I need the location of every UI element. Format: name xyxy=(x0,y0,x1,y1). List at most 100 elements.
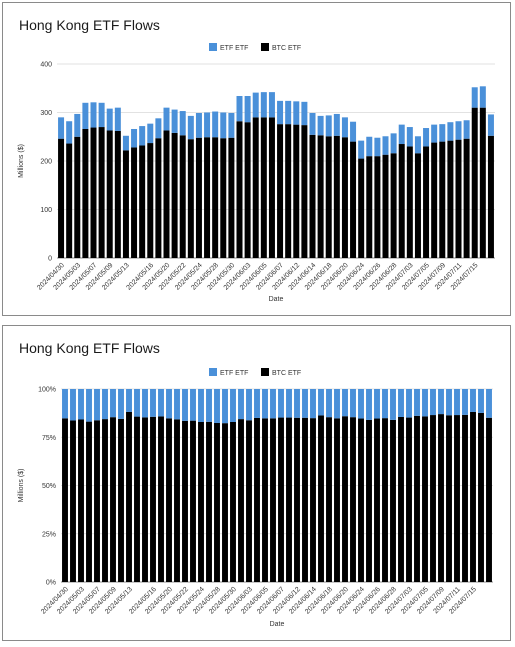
bar-etf-etf xyxy=(471,87,478,108)
bar-btc-etf xyxy=(206,421,212,582)
bar-etf-etf xyxy=(166,389,172,419)
bar-etf-etf xyxy=(350,121,357,142)
bar-btc-etf xyxy=(126,411,132,582)
bar-etf-etf xyxy=(182,389,188,421)
bar-etf-etf xyxy=(206,389,212,422)
bar-btc-etf xyxy=(195,137,202,258)
bar-btc-etf xyxy=(358,418,364,582)
bar-etf-etf xyxy=(406,127,413,147)
bar-etf-etf xyxy=(139,126,146,146)
bar-btc-etf xyxy=(478,412,484,582)
bar-etf-etf xyxy=(270,389,276,419)
bar-btc-etf xyxy=(212,137,219,258)
legend-swatch xyxy=(261,368,269,376)
bar-btc-etf xyxy=(246,420,252,582)
bar-btc-etf xyxy=(447,140,454,258)
bar-btc-etf xyxy=(439,141,446,258)
x-axis-title: Date xyxy=(269,296,284,303)
bar-btc-etf xyxy=(309,134,316,258)
bar-etf-etf xyxy=(131,128,138,148)
bar-btc-etf xyxy=(155,138,162,258)
bar-etf-etf xyxy=(350,389,356,418)
bar-etf-etf xyxy=(455,121,462,140)
bar-btc-etf xyxy=(158,416,164,582)
bar-btc-etf xyxy=(487,135,494,258)
chart-title: Hong Kong ETF Flows xyxy=(19,17,160,33)
bar-etf-etf xyxy=(487,114,494,136)
bar-btc-etf xyxy=(293,124,300,258)
bar-btc-etf xyxy=(134,416,140,582)
bar-etf-etf xyxy=(118,389,124,419)
bar-etf-etf xyxy=(439,124,446,142)
bar-etf-etf xyxy=(406,389,412,418)
percent-flows-chart: 0%25%50%75%100%2024/04/302024/05/032024/… xyxy=(18,368,493,628)
bar-btc-etf xyxy=(366,419,372,582)
bar-etf-etf xyxy=(374,389,380,419)
bar-etf-etf xyxy=(114,107,121,131)
bar-btc-etf xyxy=(310,418,316,582)
bar-btc-etf xyxy=(430,415,436,582)
bar-btc-etf xyxy=(358,158,365,258)
legend: ETF ETF BTC ETF xyxy=(209,43,301,52)
y-tick-label: 25% xyxy=(42,531,56,538)
bar-etf-etf xyxy=(142,389,148,418)
bar-btc-etf xyxy=(414,415,420,582)
bar-btc-etf xyxy=(382,418,388,582)
bar-btc-etf xyxy=(174,419,180,582)
bar-btc-etf xyxy=(462,414,468,582)
bar-etf-etf xyxy=(486,389,492,418)
bar-etf-etf xyxy=(195,112,202,138)
bar-etf-etf xyxy=(86,389,92,422)
bar-etf-etf xyxy=(423,128,430,147)
bar-btc-etf xyxy=(252,117,259,258)
bar-btc-etf xyxy=(317,135,324,258)
y-tick-label: 200 xyxy=(40,159,52,166)
bar-btc-etf xyxy=(150,416,156,582)
bar-btc-etf xyxy=(374,418,380,582)
bar-etf-etf xyxy=(398,124,405,145)
bar-btc-etf xyxy=(325,136,332,258)
legend: ETF ETF BTC ETF xyxy=(209,368,301,377)
bar-etf-etf xyxy=(398,389,404,417)
bar-btc-etf xyxy=(414,153,421,258)
bar-btc-etf xyxy=(333,135,340,258)
bar-btc-etf xyxy=(238,419,244,582)
bar-btc-etf xyxy=(398,416,404,582)
bar-btc-etf xyxy=(114,130,121,258)
bar-etf-etf xyxy=(82,102,89,129)
bar-etf-etf xyxy=(342,389,348,417)
bar-btc-etf xyxy=(230,422,236,582)
bar-etf-etf xyxy=(110,389,116,418)
bar-etf-etf xyxy=(90,102,97,128)
bar-btc-etf xyxy=(262,418,268,582)
bar-btc-etf xyxy=(90,127,97,258)
bar-etf-etf xyxy=(374,137,381,157)
chart-panel-percent: Hong Kong ETF Flows 0% 25% 50% 75% 100% 2024/… xyxy=(2,325,511,641)
bar-btc-etf xyxy=(350,417,356,582)
bar-etf-etf xyxy=(220,112,227,139)
bar-btc-etf xyxy=(179,135,186,258)
bar-etf-etf xyxy=(341,117,348,138)
bar-btc-etf xyxy=(66,143,73,258)
bar-btc-etf xyxy=(341,137,348,258)
bar-btc-etf xyxy=(94,420,100,582)
bar-etf-etf xyxy=(236,96,243,122)
bar-etf-etf xyxy=(198,389,204,423)
bar-btc-etf xyxy=(398,144,405,258)
bar-btc-etf xyxy=(222,423,228,582)
bar-etf-etf xyxy=(293,101,300,125)
bar-etf-etf xyxy=(414,136,421,154)
bar-etf-etf xyxy=(463,120,470,139)
bar-etf-etf xyxy=(318,389,324,416)
bar-btc-etf xyxy=(454,415,460,582)
bar-btc-etf xyxy=(301,125,308,258)
bar-btc-etf xyxy=(294,417,300,582)
bar-btc-etf xyxy=(106,130,113,258)
bar-etf-etf xyxy=(366,389,372,420)
bar-etf-etf xyxy=(214,389,220,423)
bar-btc-etf xyxy=(334,418,340,582)
bar-btc-etf xyxy=(455,139,462,258)
bar-etf-etf xyxy=(390,389,396,420)
legend-label: ETF ETF xyxy=(220,45,248,52)
bar-etf-etf xyxy=(204,112,211,138)
